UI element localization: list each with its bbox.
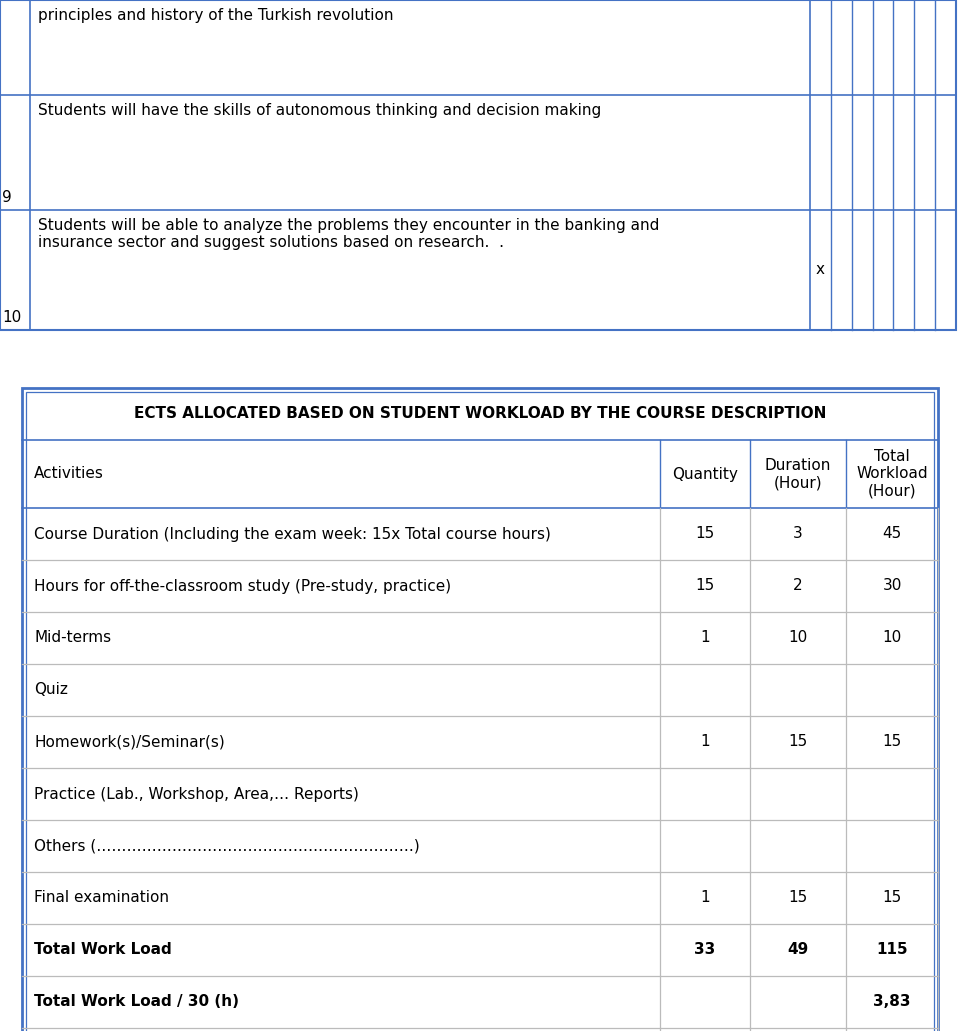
- Text: 15: 15: [695, 527, 714, 541]
- Text: Homework(s)/Seminar(s): Homework(s)/Seminar(s): [34, 734, 225, 750]
- Text: Mid-terms: Mid-terms: [34, 631, 111, 645]
- Text: 2: 2: [793, 578, 803, 594]
- Text: Total Work Load: Total Work Load: [34, 942, 172, 958]
- Text: 30: 30: [882, 578, 901, 594]
- Text: Students will have the skills of autonomous thinking and decision making: Students will have the skills of autonom…: [38, 103, 601, 118]
- Text: 10: 10: [882, 631, 901, 645]
- Text: Others (………………………………………………………): Others (………………………………………………………): [34, 838, 420, 854]
- Text: 15: 15: [882, 891, 901, 905]
- Text: 15: 15: [788, 891, 807, 905]
- Text: ECTS ALLOCATED BASED ON STUDENT WORKLOAD BY THE COURSE DESCRIPTION: ECTS ALLOCATED BASED ON STUDENT WORKLOAD…: [133, 406, 827, 422]
- Text: principles and history of the Turkish revolution: principles and history of the Turkish re…: [38, 8, 394, 23]
- Text: Hours for off-the-classroom study (Pre-study, practice): Hours for off-the-classroom study (Pre-s…: [34, 578, 451, 594]
- Text: 1: 1: [700, 631, 709, 645]
- Text: 115: 115: [876, 942, 908, 958]
- Bar: [22, 388, 938, 1031]
- Text: 1: 1: [700, 891, 709, 905]
- Text: 33: 33: [694, 942, 715, 958]
- Text: Students will be able to analyze the problems they encounter in the banking and
: Students will be able to analyze the pro…: [38, 218, 660, 251]
- Text: 49: 49: [787, 942, 808, 958]
- Text: Duration
(Hour): Duration (Hour): [765, 458, 831, 490]
- Text: Final examination: Final examination: [34, 891, 169, 905]
- Text: 3: 3: [793, 527, 803, 541]
- Text: Quiz: Quiz: [34, 683, 68, 698]
- Text: Activities: Activities: [34, 466, 104, 481]
- Text: Quantity: Quantity: [672, 466, 738, 481]
- Text: 9: 9: [2, 190, 12, 205]
- Text: 15: 15: [788, 734, 807, 750]
- Text: Total Work Load / 30 (h): Total Work Load / 30 (h): [34, 995, 239, 1009]
- Text: 3,83: 3,83: [874, 995, 911, 1009]
- Bar: [26, 392, 934, 1031]
- Text: 15: 15: [695, 578, 714, 594]
- Text: 45: 45: [882, 527, 901, 541]
- Text: Total
Workload
(Hour): Total Workload (Hour): [856, 450, 927, 499]
- Text: Course Duration (Including the exam week: 15x Total course hours): Course Duration (Including the exam week…: [34, 527, 551, 541]
- Text: x: x: [816, 263, 825, 277]
- Bar: [0, 0, 956, 330]
- Text: 1: 1: [700, 734, 709, 750]
- Text: 15: 15: [882, 734, 901, 750]
- Text: 10: 10: [2, 310, 21, 325]
- Text: Practice (Lab., Workshop, Area,… Reports): Practice (Lab., Workshop, Area,… Reports…: [34, 787, 359, 801]
- Text: 10: 10: [788, 631, 807, 645]
